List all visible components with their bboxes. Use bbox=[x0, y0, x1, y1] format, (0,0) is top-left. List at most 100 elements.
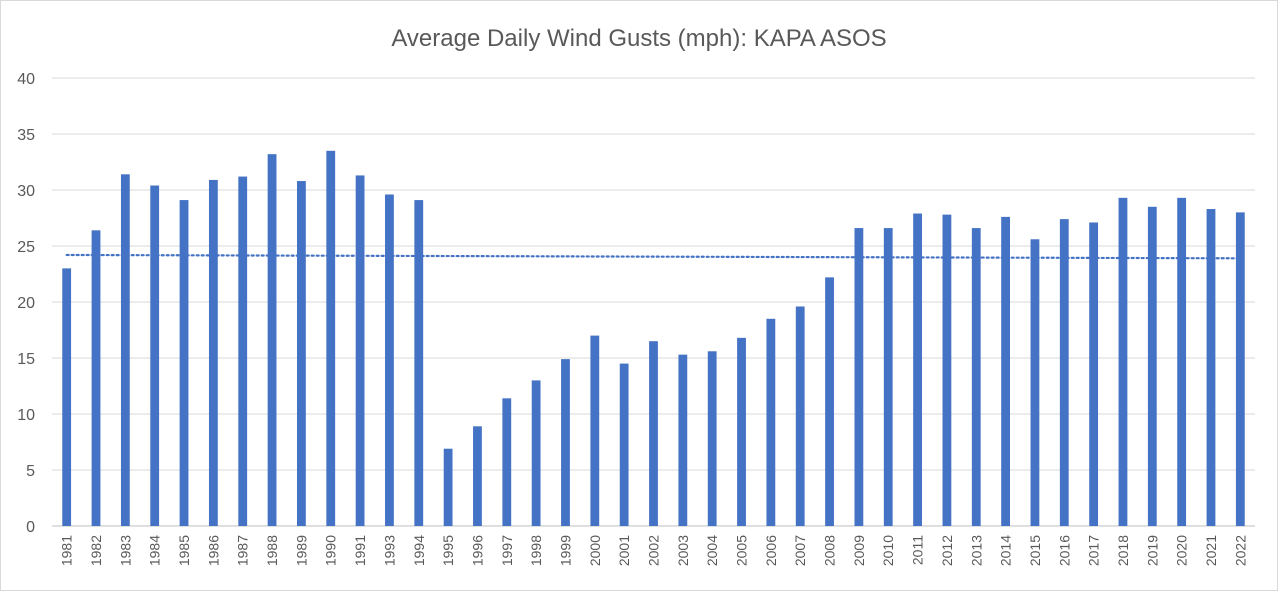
bar bbox=[1206, 209, 1216, 527]
x-tick-label: 1984 bbox=[147, 535, 163, 566]
x-tick-label: 1994 bbox=[411, 535, 427, 566]
x-tick-label: 1990 bbox=[323, 535, 339, 566]
bar bbox=[707, 351, 717, 526]
x-tick-label: 1996 bbox=[469, 535, 485, 566]
x-tick-label: 2010 bbox=[880, 535, 896, 566]
x-tick-label: 1998 bbox=[528, 535, 544, 566]
x-tick-label: 2001 bbox=[616, 535, 632, 566]
bar bbox=[590, 335, 600, 526]
bar bbox=[150, 185, 160, 526]
x-tick-label: 2018 bbox=[1115, 535, 1131, 566]
trendline bbox=[65, 253, 1242, 260]
y-tick-label: 25 bbox=[17, 239, 35, 256]
x-tick-label: 2007 bbox=[792, 535, 808, 566]
bar bbox=[649, 341, 658, 526]
x-tick-label: 2022 bbox=[1232, 535, 1248, 566]
x-tick-label: 2017 bbox=[1086, 535, 1102, 566]
x-tick-label: 1983 bbox=[117, 535, 133, 566]
bar bbox=[208, 179, 218, 527]
x-tick-label: 1991 bbox=[352, 535, 368, 566]
x-tick-label: 2014 bbox=[998, 535, 1014, 566]
bar bbox=[179, 200, 189, 526]
x-tick-label: 2009 bbox=[851, 535, 867, 566]
y-tick-label: 0 bbox=[26, 519, 35, 536]
bar bbox=[238, 176, 248, 526]
bar bbox=[942, 214, 952, 526]
bar bbox=[1059, 219, 1069, 526]
x-tick-label: 1985 bbox=[176, 535, 192, 566]
chart-title: Average Daily Wind Gusts (mph): KAPA ASO… bbox=[391, 25, 886, 52]
x-tick-label: 1987 bbox=[235, 535, 251, 566]
bar bbox=[62, 268, 72, 526]
bar-series bbox=[62, 150, 1245, 527]
x-tick-label: 2016 bbox=[1056, 535, 1072, 566]
bar bbox=[1001, 216, 1010, 526]
bar bbox=[1118, 197, 1128, 526]
x-tick-label: 1995 bbox=[440, 535, 456, 566]
trendline-group bbox=[65, 253, 1242, 260]
bar bbox=[1235, 212, 1245, 526]
y-tick-label: 20 bbox=[17, 295, 35, 312]
bar bbox=[737, 337, 746, 526]
x-tick-label: 2019 bbox=[1144, 535, 1160, 566]
bar bbox=[531, 380, 541, 526]
bar bbox=[443, 448, 453, 526]
bar bbox=[1147, 206, 1157, 527]
x-tick-label: 2021 bbox=[1203, 535, 1219, 566]
y-tick-label: 35 bbox=[17, 127, 35, 144]
gridlines bbox=[52, 77, 1255, 527]
y-tick-label: 10 bbox=[17, 407, 35, 424]
x-tick-label: 2013 bbox=[968, 535, 984, 566]
bar bbox=[678, 354, 688, 526]
x-tick-label: 1999 bbox=[557, 535, 573, 566]
x-tick-label: 1986 bbox=[205, 535, 221, 566]
x-tick-label: 2006 bbox=[763, 535, 779, 566]
x-tick-label: 2005 bbox=[734, 535, 750, 566]
x-tick-label: 2012 bbox=[939, 535, 955, 566]
bar bbox=[385, 194, 394, 527]
x-tick-label: 2000 bbox=[587, 535, 603, 566]
x-axis-tick-labels: 1981 1982 1983 1984 1985 1986 1987 1988 1989 1990… bbox=[59, 535, 1249, 566]
bar bbox=[297, 181, 306, 527]
bar bbox=[1177, 197, 1187, 526]
bar bbox=[971, 228, 981, 526]
x-tick-label: 2015 bbox=[1027, 535, 1043, 566]
bar bbox=[1030, 239, 1040, 526]
x-tick-label: 1993 bbox=[381, 535, 397, 566]
x-tick-label: 1981 bbox=[59, 535, 75, 566]
x-tick-label: 1997 bbox=[499, 535, 515, 566]
bar bbox=[502, 398, 512, 526]
bar bbox=[883, 228, 893, 526]
x-tick-label: 2004 bbox=[704, 535, 720, 566]
bar bbox=[619, 363, 629, 526]
bar bbox=[913, 213, 922, 526]
bar bbox=[1089, 222, 1099, 527]
bar bbox=[326, 150, 336, 527]
bar bbox=[355, 175, 365, 526]
x-tick-label: 2008 bbox=[822, 535, 838, 566]
x-tick-label: 2011 bbox=[910, 535, 926, 565]
bar bbox=[561, 359, 570, 526]
bar bbox=[795, 306, 805, 526]
x-tick-label: 1982 bbox=[88, 535, 104, 566]
bar bbox=[854, 228, 864, 526]
y-tick-label: 15 bbox=[17, 351, 35, 368]
bar bbox=[120, 174, 130, 526]
x-tick-label: 2002 bbox=[646, 535, 662, 566]
bar bbox=[414, 200, 424, 526]
y-tick-label: 5 bbox=[26, 463, 35, 480]
bar bbox=[766, 318, 776, 526]
bar bbox=[91, 230, 101, 526]
x-tick-label: 2003 bbox=[675, 535, 691, 566]
x-tick-label: 1988 bbox=[264, 535, 280, 566]
y-tick-label: 30 bbox=[17, 183, 35, 200]
bar bbox=[825, 277, 834, 526]
y-tick-label: 40 bbox=[17, 71, 35, 88]
bar bbox=[473, 426, 482, 526]
x-tick-label: 1989 bbox=[293, 535, 309, 566]
bar bbox=[267, 154, 277, 526]
x-tick-label: 2020 bbox=[1174, 535, 1190, 566]
y-axis-tick-labels: 0 5 10 15 20 25 30 35 40 bbox=[17, 71, 35, 536]
